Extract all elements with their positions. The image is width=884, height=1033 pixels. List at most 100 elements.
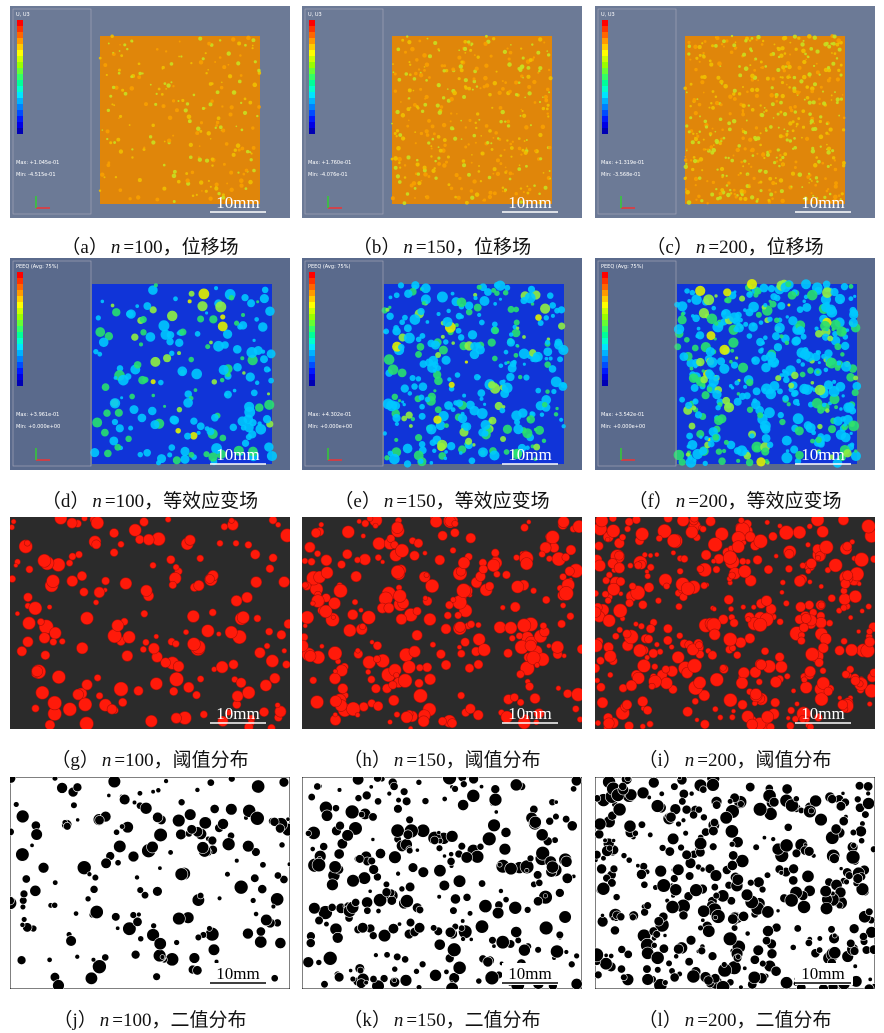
colorbar-band xyxy=(309,326,315,332)
blob xyxy=(785,549,794,558)
contour-spot xyxy=(441,356,450,365)
contour-spot xyxy=(451,341,454,344)
contour-spot xyxy=(493,137,495,139)
contour-spot xyxy=(759,104,761,106)
contour-spot xyxy=(442,317,452,327)
contour-spot xyxy=(228,74,232,78)
contour-spot xyxy=(256,115,258,117)
blob xyxy=(782,784,792,794)
blob xyxy=(491,785,500,794)
blob xyxy=(390,782,398,790)
contour-spot xyxy=(248,180,252,184)
contour-spot xyxy=(245,187,248,190)
contour-spot xyxy=(247,299,255,307)
contour-spot xyxy=(743,385,747,389)
contour-spot xyxy=(243,173,246,176)
blob xyxy=(670,973,679,982)
blob xyxy=(648,777,659,788)
colorbar-band xyxy=(309,74,315,80)
blob xyxy=(637,659,650,672)
contour-spot xyxy=(547,53,550,56)
contour-spot xyxy=(414,72,418,76)
contour-spot xyxy=(210,138,212,140)
contour-spot xyxy=(495,280,505,290)
contour-spot xyxy=(831,52,833,54)
contour-spot xyxy=(507,124,510,127)
contour-spot xyxy=(750,195,754,199)
contour-spot xyxy=(849,318,858,327)
blob xyxy=(197,555,204,562)
contour-spot xyxy=(702,75,706,79)
blob xyxy=(663,583,669,589)
colorbar-band xyxy=(17,50,23,56)
blob xyxy=(556,686,561,691)
contour-spot xyxy=(747,333,753,339)
colorbar-band xyxy=(309,38,315,44)
contour-spot xyxy=(109,95,112,98)
contour-spot xyxy=(710,135,712,137)
contour-spot xyxy=(207,428,215,436)
blob xyxy=(489,793,502,806)
contour-spot xyxy=(211,82,214,85)
blob xyxy=(259,707,268,716)
contour-spot xyxy=(444,457,447,460)
contour-spot xyxy=(404,333,415,344)
contour-spot xyxy=(458,334,465,341)
contour-spot xyxy=(268,378,274,384)
blob xyxy=(657,649,663,655)
contour-spot xyxy=(808,101,812,105)
contour-spot xyxy=(445,161,448,164)
contour-spot xyxy=(543,347,552,356)
blob xyxy=(609,953,614,958)
blob xyxy=(850,947,859,956)
contour-spot xyxy=(826,150,830,154)
blob xyxy=(679,789,688,798)
colorbar-band xyxy=(602,320,608,326)
contour-spot xyxy=(792,120,795,123)
contour-spot xyxy=(131,148,133,150)
blob xyxy=(466,533,476,543)
contour-spot xyxy=(264,366,270,372)
blob xyxy=(460,781,467,788)
contour-spot xyxy=(197,301,207,311)
blob xyxy=(764,565,772,573)
blob xyxy=(728,851,737,860)
blob xyxy=(94,587,105,598)
colorbar-band xyxy=(17,278,23,284)
contour-spot xyxy=(547,112,549,114)
blob xyxy=(685,957,694,966)
blob xyxy=(374,701,383,710)
caption-label: （c） xyxy=(646,237,692,258)
contour-spot xyxy=(494,131,498,135)
contour-spot xyxy=(188,452,194,458)
contour-spot xyxy=(493,302,497,306)
contour-spot xyxy=(843,116,846,119)
contour-spot xyxy=(544,95,548,99)
contour-spot xyxy=(478,165,480,167)
blob xyxy=(745,782,754,791)
contour-spot xyxy=(158,88,161,91)
contour-spot xyxy=(423,103,427,107)
contour-spot xyxy=(768,359,774,365)
contour-spot xyxy=(493,191,497,195)
contour-spot xyxy=(422,301,426,305)
contour-spot xyxy=(779,178,783,182)
blob xyxy=(332,805,339,812)
blob xyxy=(808,808,814,814)
contour-spot xyxy=(820,145,822,147)
blob xyxy=(463,893,471,901)
blob xyxy=(140,646,146,652)
contour-spot xyxy=(719,117,723,121)
contour-spot xyxy=(786,315,789,318)
contour-spot xyxy=(208,180,210,182)
blob xyxy=(820,885,832,897)
contour-spot xyxy=(444,450,448,454)
caption-text: =200，位移场 xyxy=(708,237,823,258)
contour-spot xyxy=(383,330,386,333)
blob xyxy=(358,872,371,885)
blob xyxy=(128,851,139,862)
blob xyxy=(851,842,857,848)
contour-spot xyxy=(509,332,513,336)
contour-spot xyxy=(143,302,151,310)
contour-spot xyxy=(207,69,209,71)
